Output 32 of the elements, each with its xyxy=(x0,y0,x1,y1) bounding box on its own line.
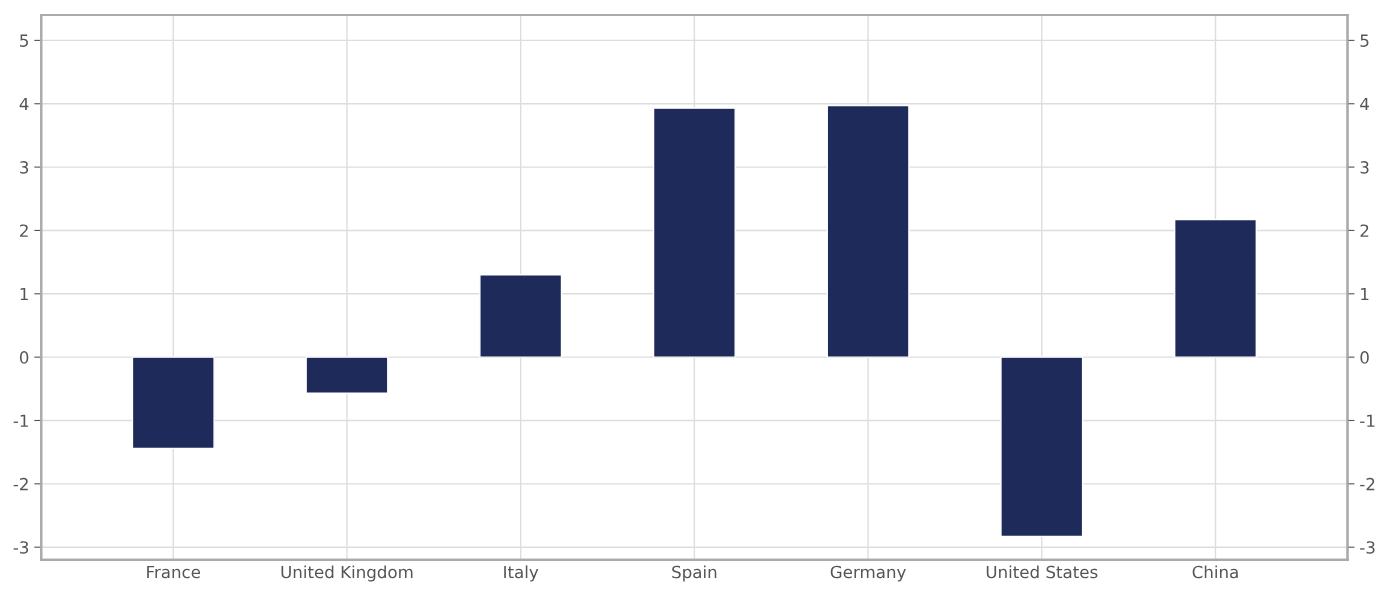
x-tick-label: United Kingdom xyxy=(281,565,413,582)
bar xyxy=(652,107,736,358)
y2-tick-label: 2 xyxy=(1360,224,1369,237)
y-tick-label: 3 xyxy=(20,161,29,174)
x-tick-label: China xyxy=(1192,565,1238,579)
y2-tick-label: -3 xyxy=(1360,541,1375,554)
x-tick-label: Spain xyxy=(672,565,717,582)
x-tick-label: United States xyxy=(986,565,1098,579)
y-tick-label: -3 xyxy=(13,541,29,554)
y-tick-label: 0 xyxy=(19,351,29,364)
y-tick-label: 4 xyxy=(19,97,29,111)
y2-tick-label: 3 xyxy=(1360,161,1369,174)
y2-tick-label: 5 xyxy=(1360,34,1369,47)
y-tick-label: 5 xyxy=(20,34,28,47)
x-tick-label: France xyxy=(147,565,201,579)
x-tick-label: Italy xyxy=(504,565,539,582)
y-tick-label: 2 xyxy=(20,224,28,237)
y2-tick-label: 0 xyxy=(1360,351,1369,364)
bar xyxy=(826,104,910,358)
bar xyxy=(479,274,563,358)
bar xyxy=(1173,218,1258,358)
y-tick-label: 1 xyxy=(20,287,28,301)
bar xyxy=(1000,356,1084,538)
y2-tick-label: 1 xyxy=(1361,287,1369,301)
y2-tick-label: -1 xyxy=(1360,414,1375,427)
bar xyxy=(305,356,389,394)
bar xyxy=(131,356,215,450)
y-tick-label: -2 xyxy=(13,477,28,491)
x-tick-label: Germany xyxy=(830,565,906,582)
y-tick-label: -1 xyxy=(13,414,28,427)
y2-tick-label: -2 xyxy=(1360,477,1375,491)
y2-tick-label: 4 xyxy=(1360,97,1369,111)
